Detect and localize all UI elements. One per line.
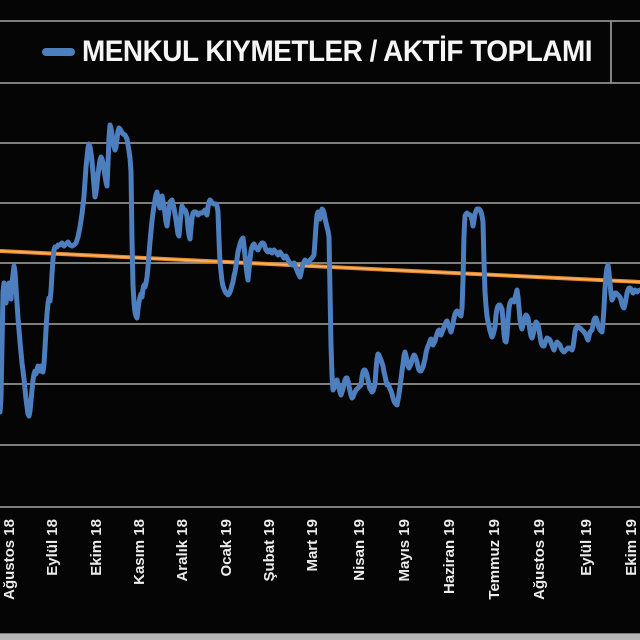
- x-axis-label: Haziran 19: [441, 519, 458, 595]
- x-axis-label: Mayıs 19: [396, 519, 413, 582]
- x-axis-label: Ekim 18: [88, 519, 105, 576]
- x-axis-label: Ağustos 18: [1, 519, 18, 600]
- legend-series-marker-icon: [42, 48, 75, 56]
- series-line-menkul-kiymetler: [0, 122, 640, 419]
- trendline-core: [0, 250, 640, 283]
- x-axis-label: Ekim 19: [623, 519, 640, 576]
- legend-series-label: MENKUL KIYMETLER / AKTİF TOPLAMI: [82, 35, 593, 68]
- x-axis-label: Ocak 19: [218, 519, 235, 577]
- x-axis-label: Aralık 18: [174, 519, 191, 582]
- x-axis-label: Eylül 18: [44, 519, 61, 576]
- x-axis-label: Ağustos 19: [531, 519, 548, 600]
- x-axis-label: Şubat 19: [261, 519, 278, 582]
- chart-legend: MENKUL KIYMETLER / AKTİF TOPLAMI: [42, 30, 630, 74]
- x-axis-label: Temmuz 19: [486, 519, 503, 600]
- window-bottom-edge: [0, 633, 640, 640]
- x-axis-label: Eylül 19: [578, 519, 595, 576]
- x-axis-label: Mart 19: [304, 519, 321, 572]
- x-axis-label: Kasım 18: [131, 519, 148, 585]
- x-axis-label: Nisan 19: [351, 519, 368, 581]
